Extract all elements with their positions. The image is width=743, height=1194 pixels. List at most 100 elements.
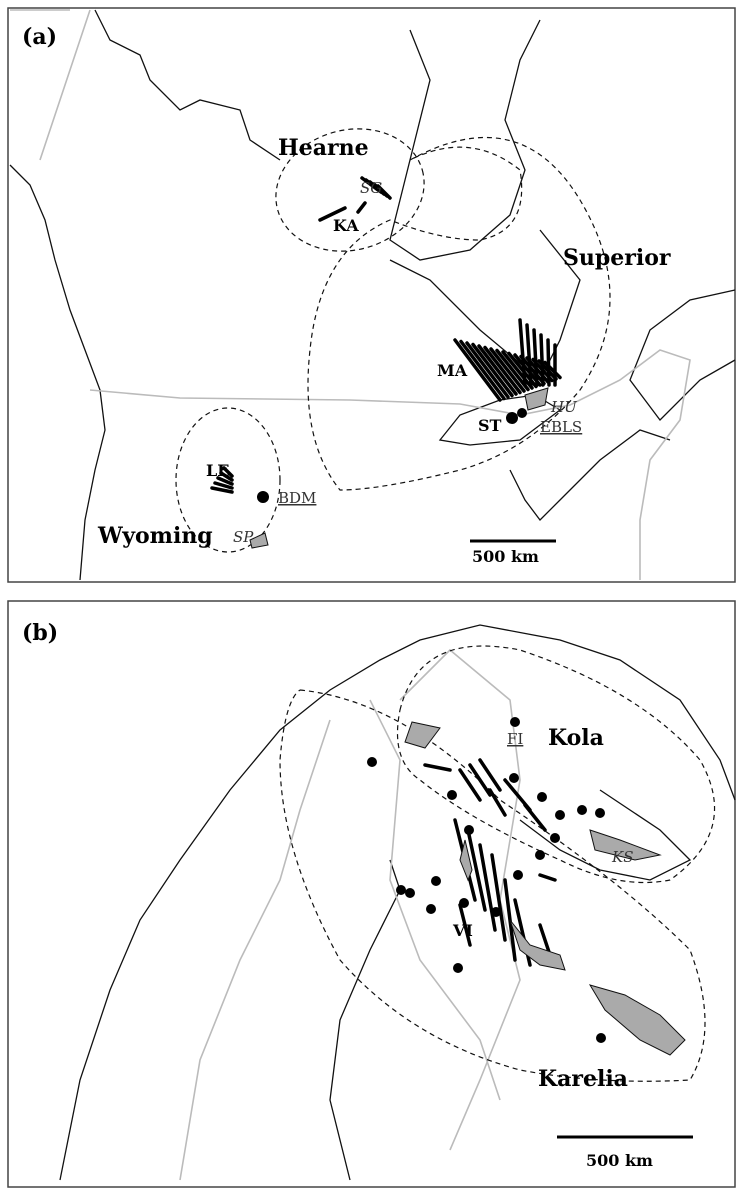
annotation: SG bbox=[360, 179, 382, 197]
site bbox=[447, 790, 457, 800]
annotation: FI bbox=[507, 730, 523, 748]
craton-outline bbox=[307, 137, 611, 491]
site bbox=[491, 907, 501, 917]
annotation: HU bbox=[550, 398, 578, 416]
scale-label: 500 km bbox=[586, 1151, 653, 1170]
dike bbox=[458, 768, 482, 802]
site bbox=[517, 408, 527, 418]
dike bbox=[538, 873, 557, 882]
dike bbox=[478, 758, 502, 792]
site bbox=[396, 885, 406, 895]
dike bbox=[465, 341, 510, 399]
dike bbox=[210, 486, 234, 494]
border bbox=[179, 648, 521, 1181]
dike bbox=[213, 481, 234, 490]
dike bbox=[539, 333, 545, 387]
sites bbox=[367, 717, 606, 1043]
coastline bbox=[59, 624, 736, 1181]
annotation: KS bbox=[611, 848, 633, 866]
dike bbox=[453, 338, 502, 402]
border bbox=[10, 9, 691, 580]
craton-outline bbox=[279, 689, 706, 1082]
dike bbox=[483, 345, 522, 395]
annotation: MA bbox=[437, 361, 468, 380]
site bbox=[459, 898, 469, 908]
site bbox=[431, 876, 441, 886]
scale-label: 500 km bbox=[472, 547, 539, 566]
dike bbox=[538, 923, 552, 957]
craton-label: Wyoming bbox=[97, 523, 213, 549]
site bbox=[596, 1033, 606, 1043]
dike bbox=[546, 338, 551, 387]
dike bbox=[466, 828, 487, 912]
site bbox=[257, 491, 269, 503]
dike bbox=[477, 344, 518, 396]
dike bbox=[488, 788, 507, 817]
dike-swarm bbox=[210, 176, 562, 494]
dike bbox=[219, 471, 234, 482]
dike bbox=[222, 466, 234, 478]
site bbox=[464, 825, 474, 835]
annotation: BDM bbox=[278, 489, 316, 507]
site bbox=[595, 808, 605, 818]
site bbox=[537, 792, 547, 802]
dike bbox=[495, 348, 530, 392]
dike bbox=[478, 843, 497, 932]
dike bbox=[489, 347, 526, 393]
craton-outline bbox=[175, 407, 281, 553]
craton-outline bbox=[275, 128, 425, 252]
annotation: SP bbox=[233, 528, 254, 546]
site bbox=[426, 904, 436, 914]
panel-label: (b) bbox=[22, 620, 58, 646]
site bbox=[453, 963, 463, 973]
panel-b: (b) Kola Karelia FI KS VI 500 km bbox=[7, 600, 736, 1188]
site bbox=[506, 412, 518, 424]
site bbox=[509, 773, 519, 783]
dike bbox=[525, 323, 533, 387]
dike bbox=[501, 350, 534, 390]
dike bbox=[216, 476, 234, 486]
annotation: EBLS bbox=[540, 418, 582, 436]
dike bbox=[471, 342, 514, 398]
annotation: VI bbox=[452, 921, 473, 940]
panel-a: (a) Hearne Superior Wyoming SG KA MA HU … bbox=[7, 7, 736, 583]
dike bbox=[490, 853, 507, 942]
site bbox=[510, 717, 520, 727]
dike bbox=[468, 763, 492, 797]
dike bbox=[523, 803, 547, 832]
dike bbox=[458, 903, 472, 947]
frame bbox=[7, 7, 736, 583]
site bbox=[405, 888, 415, 898]
annotation: ST bbox=[478, 416, 502, 435]
basin bbox=[588, 984, 686, 1056]
craton-label: Kola bbox=[548, 725, 604, 751]
basin bbox=[524, 387, 549, 411]
basin bbox=[509, 919, 566, 971]
site bbox=[555, 810, 565, 820]
site bbox=[577, 805, 587, 815]
dike bbox=[376, 184, 392, 200]
dike bbox=[532, 328, 539, 387]
site bbox=[550, 833, 560, 843]
frame bbox=[7, 600, 736, 1188]
dike bbox=[356, 201, 367, 214]
site bbox=[535, 850, 545, 860]
dike bbox=[518, 318, 527, 387]
coastline bbox=[9, 9, 281, 581]
basin bbox=[249, 532, 269, 549]
basin bbox=[459, 839, 473, 882]
basin bbox=[589, 829, 662, 861]
basin bbox=[404, 721, 441, 749]
panel-label: (a) bbox=[22, 24, 57, 50]
dike bbox=[318, 206, 347, 222]
dike bbox=[459, 339, 506, 401]
site bbox=[367, 757, 377, 767]
dike bbox=[423, 763, 452, 772]
annotation: LE bbox=[206, 461, 229, 480]
dike-swarm bbox=[423, 758, 557, 967]
craton-label: Superior bbox=[563, 245, 671, 271]
craton-label: Karelia bbox=[538, 1066, 628, 1092]
craton-label: Hearne bbox=[278, 135, 369, 161]
site bbox=[513, 870, 523, 880]
